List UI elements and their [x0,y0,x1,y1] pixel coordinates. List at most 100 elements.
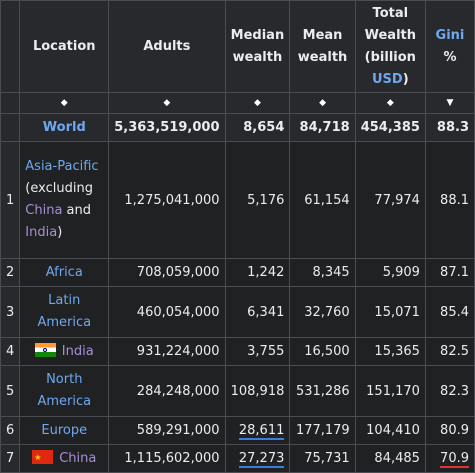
table-row: 6 Europe 589,291,000 28,611 177,179 104,… [0,416,475,445]
adults-cell: 1,275,041,000 [108,141,226,259]
location-cell: North America [19,365,110,417]
median-cell: 108,918 [224,365,291,417]
median-sort-button[interactable]: ◆ [224,92,291,114]
total-cell: 84,485 [354,444,426,473]
total-cell: 104,410 [354,416,426,445]
adults-cell: 589,291,000 [108,416,226,445]
gini-header[interactable]: Gini % [424,0,475,93]
highlighted-value: 27,273 [238,451,285,468]
table-row-world: World 5,363,519,000 8,654 84,718 454,385… [0,113,475,142]
total-cell: 5,909 [354,258,426,287]
gini-cell: 80.9 [424,416,475,445]
india-country-link[interactable]: India [61,343,94,359]
median-cell: 8,654 [224,113,291,142]
latin-america-link[interactable]: Latin America [37,293,92,330]
rank-cell: 7 [0,444,21,473]
table-row: 3 Latin America 460,054,000 6,341 32,760… [0,286,475,338]
rank-cell: 2 [0,258,21,287]
location-cell: Latin America [19,286,110,338]
total-cell: 454,385 [354,113,426,142]
total-cell: 77,974 [354,141,426,259]
adults-cell: 460,054,000 [108,286,226,338]
mean-cell: 32,760 [289,286,356,338]
sort-icon: ◆ [163,98,171,108]
china-country-link[interactable]: China [59,450,97,466]
median-cell: 28,611 [224,416,291,445]
table-row: 2 Africa 708,059,000 1,242 8,345 5,909 8… [0,258,475,287]
rank-cell [0,113,21,142]
adults-cell: 708,059,000 [108,258,226,287]
gini-cell: 70.9 [424,444,475,473]
north-america-link[interactable]: North America [37,372,92,409]
adults-sort-button[interactable]: ◆ [108,92,226,114]
median-cell: 6,341 [224,286,291,338]
gini-cell: 88.3 [424,113,475,142]
median-wealth-header[interactable]: Median wealth [224,0,291,93]
table-row: 7 China 1,115,602,000 27,273 75,731 84,4… [0,444,475,473]
adults-cell: 1,115,602,000 [108,444,226,473]
rank-cell: 4 [0,337,21,366]
india-link[interactable]: India [25,225,58,240]
rank-cell: 5 [0,365,21,417]
mean-cell: 177,179 [289,416,356,445]
location-cell: India [19,337,110,366]
asia-pacific-link[interactable]: Asia-Pacific [25,159,99,174]
total-cell: 15,071 [354,286,426,338]
rank-header [0,0,21,93]
median-cell: 27,273 [224,444,291,473]
location-cell: Asia-Pacific (excluding China and India) [19,141,110,259]
sort-icon: ◆ [319,98,326,108]
europe-link[interactable]: Europe [41,422,88,438]
mean-cell: 16,500 [289,337,356,366]
total-cell: 151,170 [354,365,426,417]
mean-sort-button[interactable]: ◆ [289,92,356,114]
adults-header[interactable]: Adults [108,0,226,93]
gini-cell: 85.4 [424,286,475,338]
sort-icon: ◆ [253,98,261,108]
table-row: 4 India 931,224,000 3,755 16,500 15,365 … [0,337,475,366]
gini-link[interactable]: Gini [435,27,465,43]
adults-cell: 931,224,000 [108,337,226,366]
gini-cell: 88.1 [424,141,475,259]
table-row: 1 Asia-Pacific (excluding China and Indi… [0,141,475,259]
usd-link[interactable]: USD [371,71,403,87]
mean-cell: 531,286 [289,365,356,417]
location-cell: China [19,444,110,473]
highlighted-value: 70.9 [440,451,469,468]
gini-sort-button[interactable]: ▼ [424,92,475,114]
gini-cell: 82.3 [424,365,475,417]
rank-cell: 1 [0,141,21,259]
median-cell: 1,242 [224,258,291,287]
adults-cell: 284,248,000 [108,365,226,417]
header-row: Location Adults Median wealth Mean wealt… [0,0,475,93]
world-link[interactable]: World [42,119,86,135]
highlighted-value: 28,611 [238,423,285,440]
china-flag-icon [32,447,54,469]
location-cell: Africa [19,258,110,287]
mean-cell: 61,154 [289,141,356,259]
mean-cell: 84,718 [289,113,356,142]
china-link[interactable]: China [25,203,63,218]
total-sort-button[interactable]: ◆ [354,92,426,114]
location-sort-button[interactable]: ◆ [19,92,110,114]
sort-icon: ◆ [60,98,68,108]
location-header[interactable]: Location [19,0,110,93]
gini-cell: 87.1 [424,258,475,287]
total-cell: 15,365 [354,337,426,366]
mean-wealth-header[interactable]: Mean wealth [289,0,356,93]
gini-cell: 82.5 [424,337,475,366]
mean-cell: 75,731 [289,444,356,473]
sort-icon: ◆ [386,98,394,108]
total-wealth-header[interactable]: Total Wealth (billion USD) [354,0,426,93]
table-row: 5 North America 284,248,000 108,918 531,… [0,365,475,417]
location-cell: Europe [19,416,110,445]
adults-cell: 5,363,519,000 [108,113,226,142]
median-cell: 3,755 [224,337,291,366]
sort-row: ◆ ◆ ◆ ◆ ◆ ▼ [0,92,475,114]
median-cell: 5,176 [224,141,291,259]
rank-cell: 6 [0,416,21,445]
rank-sort-cell [0,92,21,114]
africa-link[interactable]: Africa [45,264,83,280]
india-flag-icon [34,342,56,357]
